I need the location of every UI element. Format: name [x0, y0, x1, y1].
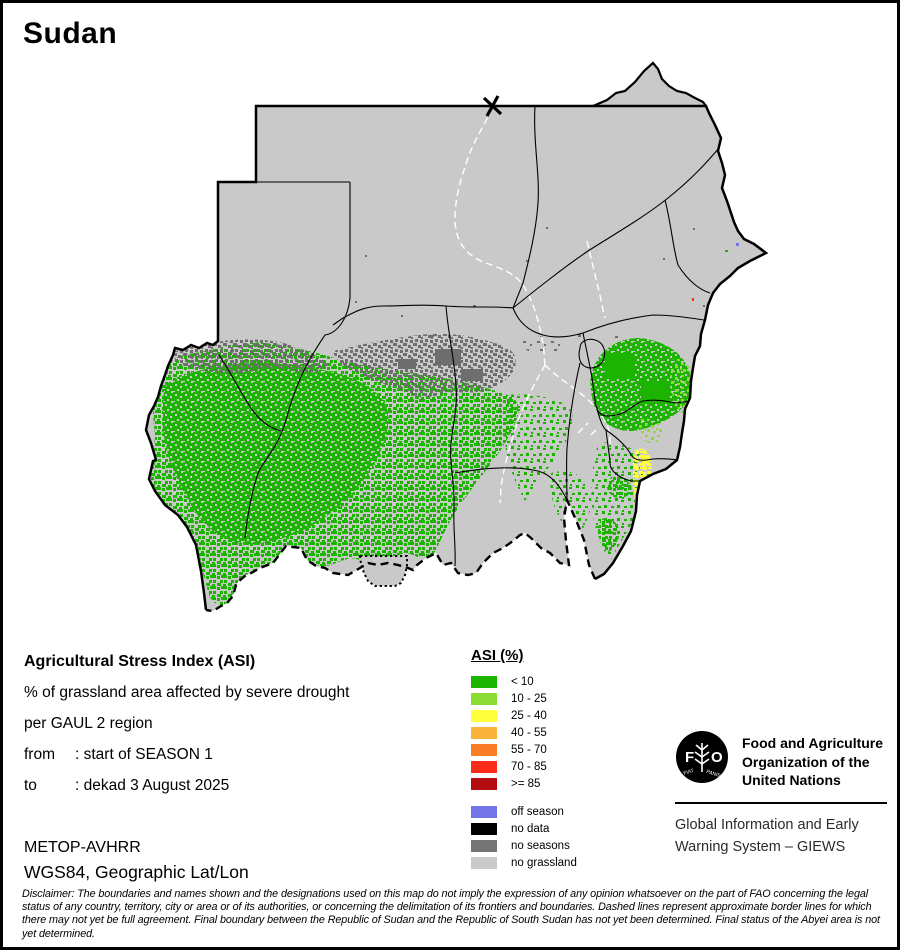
legend-swatch — [471, 839, 497, 852]
fao-org-name-line2: Organization of the — [742, 753, 870, 770]
halaib-coast — [592, 61, 707, 108]
admin-boundaries-layer — [218, 105, 720, 567]
legend-label: no data — [511, 822, 550, 835]
from-value: : start of SEASON 1 — [75, 746, 213, 763]
asi-heading: Agricultural Stress Index (ASI) — [24, 653, 256, 670]
legend-swatch — [471, 805, 497, 818]
legend-row: 25 - 40 — [471, 707, 681, 724]
asi-description-line1: % of grassland area affected by severe d… — [24, 684, 350, 701]
legend-row: 10 - 25 — [471, 690, 681, 707]
sudan-asi-map — [144, 61, 769, 613]
map-description-block: Agricultural Stress Index (ASI) % of gra… — [24, 653, 464, 808]
to-value: : dekad 3 August 2025 — [75, 777, 230, 794]
period-to-row: to : dekad 3 August 2025 — [24, 777, 464, 795]
sensor-label: METOP-AVHRR — [24, 839, 141, 856]
period-from-row: from : start of SEASON 1 — [24, 746, 464, 764]
legend-swatch — [471, 709, 497, 722]
legend-swatch — [471, 856, 497, 869]
legend-label: no seasons — [511, 839, 570, 852]
legend-swatch — [471, 760, 497, 773]
legend-group-asi: < 10 10 - 25 25 - 40 40 - 55 — [471, 673, 681, 792]
legend-row: >= 85 — [471, 775, 681, 792]
fao-org-name-line3: United Nations — [742, 772, 841, 788]
wadi-halfa-cross-mark — [482, 95, 503, 117]
giews-label: Global Information and Early Warning Sys… — [675, 814, 859, 858]
projection-label: WGS84, Geographic Lat/Lon — [24, 862, 249, 882]
dashed-south-sudan-border — [205, 495, 597, 613]
to-label: to — [24, 777, 37, 794]
legend-swatch — [471, 777, 497, 790]
scattered-dark-specks — [355, 227, 705, 338]
legend-group-other: off season no data no seasons no grassla… — [471, 803, 681, 871]
legend-swatch — [471, 743, 497, 756]
legend-row: 55 - 70 — [471, 741, 681, 758]
legend-label: >= 85 — [511, 777, 541, 790]
fao-org-name: Food and Agriculture Organization of the… — [742, 734, 883, 790]
page-title: Sudan — [23, 17, 118, 50]
legend-label: 40 - 55 — [511, 726, 547, 739]
legend-swatch — [471, 675, 497, 688]
legend-label: no grassland — [511, 856, 577, 869]
legend-label: 55 - 70 — [511, 743, 547, 756]
wheat-ear-icon — [694, 743, 710, 772]
legend-row: no grassland — [471, 854, 681, 871]
fao-letter-o: O — [711, 749, 723, 766]
legend-label: 10 - 25 — [511, 692, 547, 705]
fao-letter-f: F — [685, 749, 694, 766]
disclaimer-text: Disclaimer: The boundaries and names sho… — [22, 888, 880, 940]
legend-row: 40 - 55 — [471, 724, 681, 741]
fao-logo: F O FIAT PANIS — [676, 731, 728, 783]
legend-title: ASI (%) — [471, 647, 524, 664]
legend-row: no seasons — [471, 837, 681, 854]
legend-row: < 10 — [471, 673, 681, 690]
nile-river-layer — [454, 107, 612, 504]
legend-row: off season — [471, 803, 681, 820]
legend-row: no data — [471, 820, 681, 837]
legend: ASI (%) < 10 10 - 25 25 - 40 — [471, 647, 681, 871]
fao-divider-line — [675, 802, 887, 804]
legend-label: < 10 — [511, 675, 534, 688]
legend-row: 70 - 85 — [471, 758, 681, 775]
legend-gap — [471, 792, 681, 803]
giews-line2: Warning System – GIEWS — [675, 839, 846, 855]
fiat-text: FIAT — [683, 768, 695, 777]
fao-org-name-line1: Food and Agriculture — [742, 735, 884, 751]
abyei-dotted-box — [358, 555, 408, 587]
asi-speckle-layer — [148, 212, 762, 606]
legend-label: off season — [511, 805, 564, 818]
giews-line1: Global Information and Early — [675, 817, 859, 833]
legend-swatch — [471, 692, 497, 705]
legend-label: 70 - 85 — [511, 760, 547, 773]
country-border-layer — [144, 61, 769, 613]
legend-swatch — [471, 822, 497, 835]
from-label: from — [24, 746, 55, 763]
asi-description-line2: per GAUL 2 region — [24, 715, 153, 732]
legend-swatch — [471, 726, 497, 739]
legend-label: 25 - 40 — [511, 709, 547, 722]
panis-text: PANIS — [705, 769, 721, 779]
